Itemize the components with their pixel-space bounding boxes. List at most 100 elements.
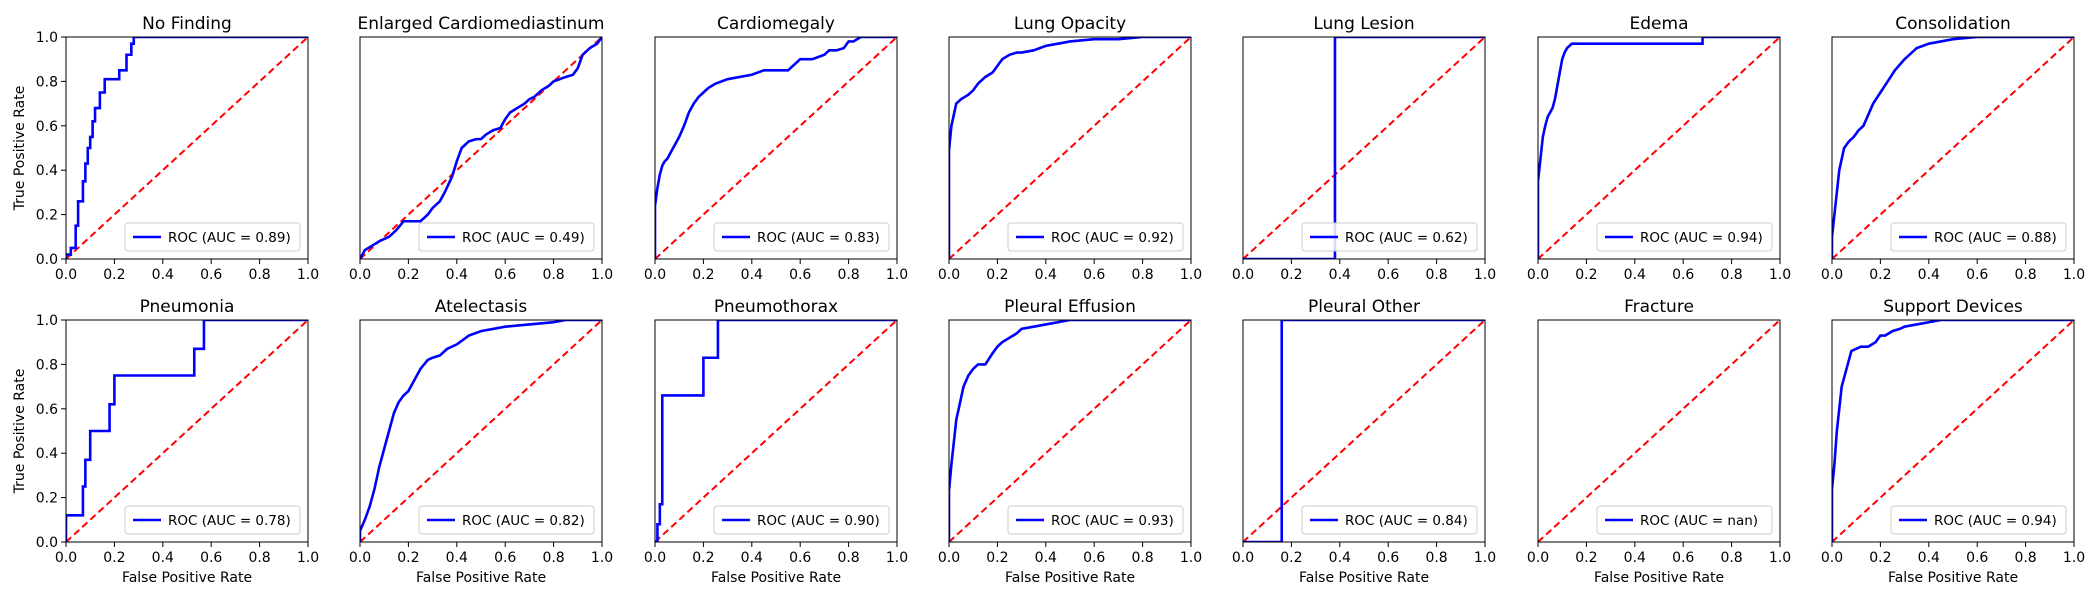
legend-label: ROC (AUC = 0.82) bbox=[462, 513, 585, 529]
x-tick-label: 0.4 bbox=[1329, 550, 1351, 566]
roc-curve-line bbox=[1832, 320, 2074, 542]
x-tick-label: 0.2 bbox=[397, 550, 419, 566]
x-tick-label: 0.2 bbox=[692, 550, 714, 566]
x-tick-label: 0.4 bbox=[152, 550, 174, 566]
y-axis-label: True Positive Rate bbox=[12, 86, 28, 212]
axes-frame bbox=[1242, 319, 1486, 543]
legend-box bbox=[1890, 505, 2067, 535]
legend: ROC (AUC = 0.93) bbox=[1007, 505, 1184, 535]
legend-label: ROC (AUC = nan) bbox=[1640, 513, 1758, 529]
axes-frame bbox=[65, 36, 309, 260]
axes-frame bbox=[654, 319, 898, 543]
legend: ROC (AUC = 0.94) bbox=[1890, 505, 2067, 535]
x-tick-label: 0.6 bbox=[494, 550, 516, 566]
x-tick-label: 0.2 bbox=[397, 267, 419, 283]
panel-title: Atelectasis bbox=[435, 297, 528, 317]
x-tick-label: 0.4 bbox=[1035, 550, 1057, 566]
x-tick-label: 0.2 bbox=[1869, 267, 1891, 283]
axes-frame bbox=[1831, 36, 2075, 260]
x-tick-label: 0.4 bbox=[446, 267, 468, 283]
legend: ROC (AUC = 0.94) bbox=[1596, 222, 1773, 252]
roc-curve-line bbox=[1243, 320, 1485, 542]
axes-frame bbox=[1537, 319, 1781, 543]
x-tick-label: 1.0 bbox=[886, 267, 908, 283]
x-tick-label: 0.0 bbox=[1527, 267, 1549, 283]
roc-panel: 0.0 0.2 0.4 0.6 0.8 1.0 Support Devices False P… bbox=[1821, 297, 2085, 586]
y-tick-label: 0.2 bbox=[36, 491, 58, 507]
x-tick-label: 0.4 bbox=[1624, 550, 1646, 566]
x-tick-label: 0.8 bbox=[248, 267, 270, 283]
axes-frame bbox=[948, 319, 1192, 543]
legend: ROC (AUC = 0.78) bbox=[124, 505, 301, 535]
legend-box bbox=[1596, 505, 1773, 535]
x-tick-label: 0.0 bbox=[349, 550, 371, 566]
roc-curve-line bbox=[66, 320, 308, 542]
legend-label: ROC (AUC = 0.78) bbox=[168, 513, 291, 529]
x-tick-label: 0.8 bbox=[542, 550, 564, 566]
axes-frame bbox=[359, 36, 603, 260]
legend-box bbox=[1007, 505, 1184, 535]
x-tick-label: 0.6 bbox=[1083, 267, 1105, 283]
x-tick-label: 0.6 bbox=[1966, 267, 1988, 283]
panel-title: Pleural Other bbox=[1308, 297, 1420, 317]
x-tick-label: 0.6 bbox=[1377, 267, 1399, 283]
roc-panel: 0.0 0.2 0.4 0.6 0.8 1.0 Pleural Other False Pos… bbox=[1232, 297, 1496, 586]
x-tick-label: 1.0 bbox=[2063, 267, 2085, 283]
panel-title: Fracture bbox=[1624, 297, 1694, 317]
axes-frame bbox=[948, 36, 1192, 260]
legend-box bbox=[1007, 222, 1184, 252]
panel-title: Pneumothorax bbox=[714, 297, 838, 317]
x-tick-label: 0.0 bbox=[644, 267, 666, 283]
legend-box bbox=[1301, 505, 1478, 535]
x-tick-label: 0.6 bbox=[1966, 550, 1988, 566]
x-tick-label: 0.8 bbox=[2014, 267, 2036, 283]
y-tick-label: 0.0 bbox=[36, 252, 58, 268]
x-tick-label: 0.0 bbox=[938, 550, 960, 566]
x-tick-label: 0.2 bbox=[1575, 267, 1597, 283]
roc-panel: 0.0 0.2 0.4 0.6 0.8 1.0 Pleural Effusion False … bbox=[938, 297, 1202, 586]
x-tick-label: 0.2 bbox=[1575, 550, 1597, 566]
x-tick-label: 1.0 bbox=[591, 267, 613, 283]
x-tick-label: 0.0 bbox=[1821, 267, 1843, 283]
y-tick-label: 0.2 bbox=[36, 208, 58, 224]
x-tick-label: 0.6 bbox=[1672, 550, 1694, 566]
x-tick-label: 0.2 bbox=[1280, 550, 1302, 566]
roc-curve-line bbox=[1538, 37, 1780, 259]
legend-box bbox=[124, 222, 301, 252]
x-tick-label: 0.4 bbox=[446, 550, 468, 566]
legend: ROC (AUC = nan) bbox=[1596, 505, 1773, 535]
legend-label: ROC (AUC = 0.49) bbox=[462, 230, 585, 246]
x-tick-label: 0.2 bbox=[1869, 550, 1891, 566]
x-tick-label: 0.8 bbox=[837, 267, 859, 283]
x-tick-label: 0.6 bbox=[789, 267, 811, 283]
legend-box bbox=[1596, 222, 1773, 252]
legend-box bbox=[418, 505, 595, 535]
x-tick-label: 0.2 bbox=[1280, 267, 1302, 283]
legend-label: ROC (AUC = 0.89) bbox=[168, 230, 291, 246]
x-tick-label: 0.0 bbox=[1232, 267, 1254, 283]
x-tick-label: 0.4 bbox=[1329, 267, 1351, 283]
x-tick-label: 0.2 bbox=[986, 267, 1008, 283]
x-tick-label: 0.0 bbox=[1527, 550, 1549, 566]
x-tick-label: 0.0 bbox=[938, 267, 960, 283]
x-tick-label: 0.6 bbox=[200, 267, 222, 283]
legend: ROC (AUC = 0.84) bbox=[1301, 505, 1478, 535]
x-tick-label: 0.8 bbox=[1425, 550, 1447, 566]
x-axis-label: False Positive Rate bbox=[416, 570, 546, 586]
legend: ROC (AUC = 0.82) bbox=[418, 505, 595, 535]
y-tick-label: 0.6 bbox=[36, 119, 58, 135]
roc-panel: 0.0 0.2 0.4 0.6 0.8 1.0 Enlarged Cardiomediast… bbox=[349, 14, 613, 283]
legend: ROC (AUC = 0.90) bbox=[713, 505, 890, 535]
legend-label: ROC (AUC = 0.88) bbox=[1934, 230, 2057, 246]
x-tick-label: 0.2 bbox=[692, 267, 714, 283]
y-tick-label: 0.8 bbox=[36, 74, 58, 90]
x-tick-label: 0.2 bbox=[103, 550, 125, 566]
legend-label: ROC (AUC = 0.93) bbox=[1051, 513, 1174, 529]
x-tick-label: 1.0 bbox=[1769, 267, 1791, 283]
x-tick-label: 0.8 bbox=[837, 550, 859, 566]
x-tick-label: 0.8 bbox=[542, 267, 564, 283]
legend: ROC (AUC = 0.49) bbox=[418, 222, 595, 252]
legend: ROC (AUC = 0.89) bbox=[124, 222, 301, 252]
roc-panel: 0.0 0.2 0.4 0.6 0.8 1.0 Lung Opacity ROC (AUC =… bbox=[938, 14, 1202, 283]
